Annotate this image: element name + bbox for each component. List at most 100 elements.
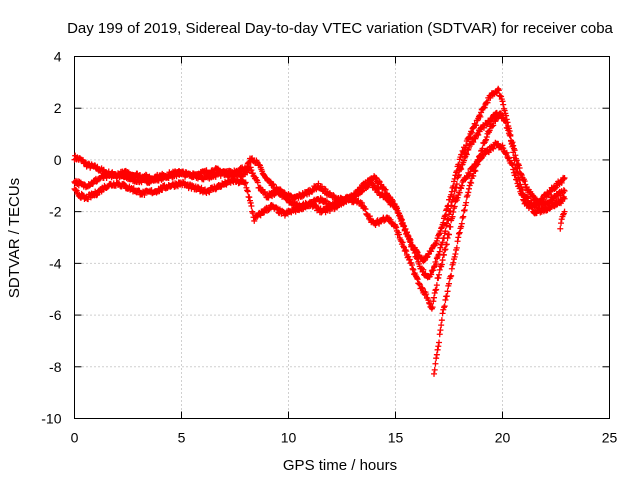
data-point <box>560 175 567 182</box>
data-point <box>465 185 472 192</box>
x-tick-label: 5 <box>178 430 186 446</box>
data-point <box>391 202 398 209</box>
data-point <box>500 145 507 152</box>
data-point <box>443 293 450 300</box>
data-point <box>437 327 444 334</box>
data-point <box>533 196 540 203</box>
data-point <box>257 212 264 219</box>
data-point <box>505 127 512 134</box>
data-point <box>442 228 449 235</box>
data-point <box>506 131 513 138</box>
data-point <box>441 251 448 258</box>
data-point <box>270 181 277 188</box>
data-point <box>436 231 443 238</box>
data-point <box>521 178 528 185</box>
data-point <box>486 127 493 134</box>
data-point <box>477 152 484 159</box>
data-point <box>457 164 464 171</box>
data-point <box>141 191 148 198</box>
x-tick-label: 25 <box>602 430 618 446</box>
data-point <box>373 174 380 181</box>
data-point <box>358 188 365 195</box>
data-point <box>476 128 483 135</box>
data-point <box>444 234 451 241</box>
data-point <box>382 186 389 193</box>
data-point <box>426 299 433 306</box>
data-point <box>503 149 510 156</box>
y-tick-label: -6 <box>49 307 62 323</box>
data-point <box>315 180 322 187</box>
data-point <box>393 224 400 231</box>
data-point <box>436 248 443 255</box>
data-point <box>438 322 445 329</box>
data-point <box>403 248 410 255</box>
data-point <box>431 294 438 301</box>
data-point <box>560 187 567 194</box>
data-point <box>513 157 520 164</box>
data-point <box>414 254 421 261</box>
data-point <box>433 355 440 362</box>
data-point <box>243 184 250 191</box>
data-point <box>463 150 470 157</box>
data-point <box>460 207 467 214</box>
data-point <box>458 166 465 173</box>
data-point <box>510 142 517 149</box>
data-point <box>499 98 506 105</box>
series-trace-c <box>71 139 568 312</box>
data-point <box>444 288 451 295</box>
data-point <box>512 172 519 179</box>
chart-title: Day 199 of 2019, Sidereal Day-to-day VTE… <box>67 20 613 37</box>
data-point <box>411 250 418 257</box>
data-point <box>458 223 465 230</box>
data-point <box>248 202 255 209</box>
data-point <box>560 211 567 218</box>
data-point <box>418 284 425 291</box>
data-point <box>247 199 254 206</box>
data-point <box>436 331 443 338</box>
data-point <box>513 176 520 183</box>
data-point <box>515 182 522 189</box>
data-point <box>411 247 418 254</box>
y-tick-label: -10 <box>41 411 61 427</box>
data-point <box>465 144 472 151</box>
data-point <box>416 280 423 287</box>
data-point <box>455 234 462 241</box>
data-point <box>249 210 256 217</box>
data-point <box>366 213 373 220</box>
data-point <box>431 370 438 377</box>
data-point <box>509 162 516 169</box>
data-point <box>499 142 506 149</box>
data-point <box>410 266 417 273</box>
data-point <box>463 151 470 158</box>
ticks: 0 5 10 15 20 25 -10 -8 -6 -4 -2 0 2 4 <box>41 49 617 446</box>
data-point <box>451 175 458 182</box>
data-point <box>455 173 462 180</box>
data-point <box>429 304 436 311</box>
data-point <box>456 189 463 196</box>
data-point <box>428 271 435 278</box>
data-point <box>430 298 437 305</box>
data-point <box>473 122 480 129</box>
data-point <box>507 132 514 139</box>
data-point <box>449 213 456 220</box>
data-point <box>438 261 445 268</box>
data-point <box>497 110 504 117</box>
data-point <box>501 107 508 114</box>
data-point <box>409 265 416 272</box>
data-point <box>557 220 564 227</box>
data-point <box>401 222 408 229</box>
series-trace-e <box>557 208 568 232</box>
data-point <box>505 155 512 162</box>
data-point <box>470 139 477 146</box>
data-point <box>441 303 448 310</box>
data-point <box>391 201 398 208</box>
data-point <box>450 259 457 266</box>
data-point <box>150 176 157 183</box>
y-tick-label: 2 <box>54 100 62 116</box>
data-point <box>234 176 241 183</box>
data-point <box>242 179 249 186</box>
data-point <box>423 291 430 298</box>
data-point <box>399 239 406 246</box>
data-point <box>451 188 458 195</box>
y-tick-label: -8 <box>49 359 62 375</box>
